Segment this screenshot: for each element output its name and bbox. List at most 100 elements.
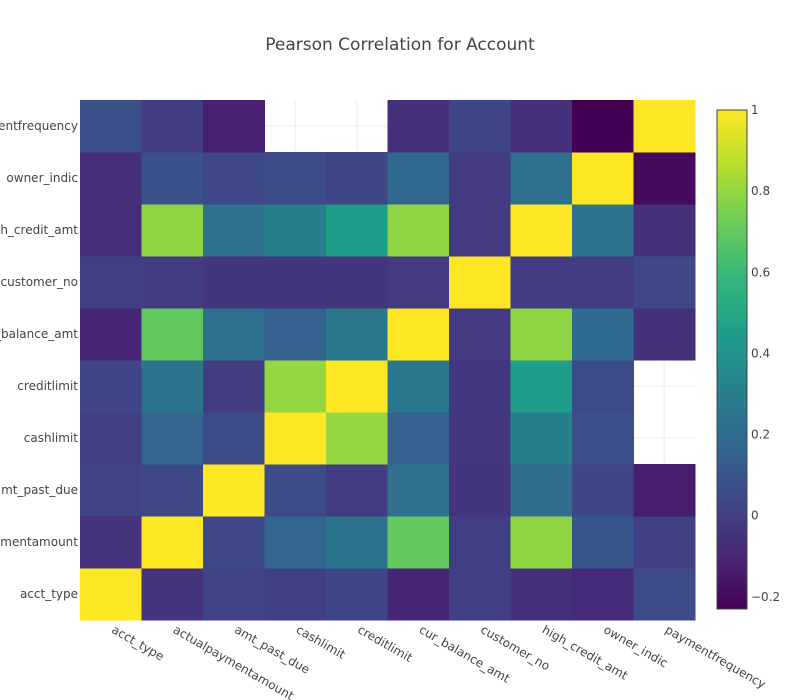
heatmap-cell [633,464,696,517]
colorbar-tick-label: 0.4 [751,346,770,360]
heatmap-cell [80,152,142,205]
heatmap-cell [264,568,327,621]
heatmap-cell [387,464,450,517]
heatmap-cell [633,256,696,309]
heatmap-cell [387,204,450,257]
heatmap-cell [326,204,388,257]
heatmap-cell [510,204,573,257]
heatmap-cell [510,412,573,465]
heatmap-cell [449,464,511,517]
heatmap-cell [141,464,204,517]
heatmap-cell [203,412,265,465]
heatmap-cell [203,256,265,309]
y-tick-label: entfrequency [0,119,78,133]
heatmap-cell [80,412,142,465]
heatmap-cell [141,256,204,309]
y-tick-label: ymentamount [0,535,78,549]
heatmap-cell [141,412,204,465]
heatmap-cell [326,412,388,465]
heatmap-cell [449,568,511,621]
heatmap-cell [449,516,511,569]
heatmap-cell [203,100,265,153]
heatmap-cell [326,568,388,621]
heatmap-cell [326,464,388,517]
heatmap-cell [449,412,511,465]
heatmap-cell [141,152,204,205]
colorbar-tick-label: 0.8 [751,184,770,198]
colorbar: 1 0.8 0.6 0.4 0.2 0 −0.2 [716,103,780,610]
y-tick-label: acct_type [20,587,78,601]
heatmap-cell [326,256,388,309]
heatmap-cell [572,204,634,257]
heatmap-cell [449,360,511,413]
heatmap-cell [264,360,327,413]
y-axis-ticks: acct_type ymentamount mt_past_due cashlimit… [0,119,78,601]
heatmap-cell [387,360,450,413]
heatmap-cell [203,568,265,621]
heatmap-cell [510,100,573,153]
x-tick-label: cashlimit [294,622,348,661]
heatmap-cell [326,360,388,413]
heatmap-cell [572,100,634,153]
y-tick-label: h_credit_amt [0,223,78,237]
heatmap-cell [203,308,265,361]
heatmap-cell [203,152,265,205]
heatmap-cell [633,152,696,205]
heatmap-cell [80,308,142,361]
heatmap-cell [141,568,204,621]
heatmap-cell [326,516,388,569]
colorbar-tick-label: 1 [751,103,759,117]
heatmap-cell [449,308,511,361]
heatmap-cell [80,256,142,309]
heatmap-cell [572,412,634,465]
heatmap-cell [80,516,142,569]
heatmap-cell [203,204,265,257]
y-tick-label: cashlimit [24,431,79,445]
heatmap-cell [141,204,204,257]
heatmap-cell [264,516,327,569]
heatmap-cell [141,100,204,153]
x-tick-label: creditlimit [355,622,415,665]
colorbar-tick-label: 0.6 [751,265,770,279]
heatmap-cell [572,152,634,205]
heatmap-cell [80,100,142,153]
heatmap-cell [572,568,634,621]
heatmap-cell [572,464,634,517]
colorbar-gradient [716,109,748,610]
heatmap-cell [572,256,634,309]
heatmap-cell [387,568,450,621]
heatmap-cell [510,152,573,205]
heatmap-cell [510,308,573,361]
heatmap-cell [387,412,450,465]
heatmap-cell [264,464,327,517]
heatmap-cell [264,256,327,309]
heatmap-cell [264,412,327,465]
heatmap-cell [633,100,696,153]
heatmap-cell [387,152,450,205]
heatmap-cell [141,360,204,413]
heatmap-cell [633,204,696,257]
colorbar-tick-label: −0.2 [751,590,780,604]
heatmap-cell [141,516,204,569]
colorbar-tick-label: 0.2 [751,428,770,442]
heatmap-cell [80,568,142,621]
heatmap-cell [633,568,696,621]
heatmap-cell [326,308,388,361]
heatmap-cell [572,516,634,569]
heatmap-cell [264,204,327,257]
y-tick-label: customer_no [1,275,78,289]
heatmap-cell [326,152,388,205]
x-tick-label: acct_type [109,622,166,663]
y-tick-label: mt_past_due [1,483,78,497]
heatmap-cell [633,308,696,361]
x-axis-ticks: acct_type actualpaymentamountamt_past_due… [109,622,768,700]
heatmap-cell [449,100,511,153]
heatmap-cell [510,256,573,309]
heatmap-cell [387,516,450,569]
heatmap-cell [387,308,450,361]
heatmap-cell [141,308,204,361]
heatmap-cell [203,516,265,569]
heatmap-cell [80,204,142,257]
heatmap-cell [387,100,450,153]
